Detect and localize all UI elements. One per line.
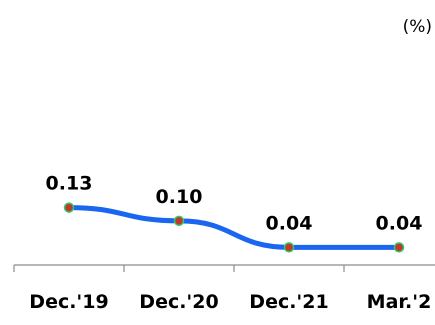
data-point — [283, 242, 295, 253]
data-label: 0.13 — [46, 173, 93, 195]
x-tick-labels: Dec.'19 Dec.'20 Dec.'21 Mar.'2 — [29, 291, 431, 313]
data-point — [393, 242, 405, 253]
data-label: 0.04 — [266, 212, 313, 234]
series-group — [63, 202, 405, 253]
unit-label: (%) — [403, 17, 432, 37]
data-labels: 0.13 0.10 0.04 0.04 — [46, 173, 423, 235]
data-point — [63, 202, 75, 213]
x-tick-label: Dec.'20 — [139, 291, 218, 313]
x-tick-label: Dec.'21 — [249, 291, 328, 313]
x-tick-label: Mar.'2 — [367, 291, 432, 313]
series-line — [66, 205, 402, 250]
x-tick-label: Dec.'19 — [29, 291, 108, 313]
data-label: 0.04 — [376, 212, 423, 234]
data-label: 0.10 — [156, 186, 203, 208]
data-point — [173, 215, 185, 227]
x-axis — [13, 264, 435, 272]
